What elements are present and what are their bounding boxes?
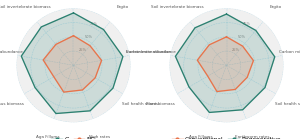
Polygon shape — [197, 37, 254, 92]
Polygon shape — [43, 36, 102, 92]
Polygon shape — [21, 13, 123, 114]
Legend: G, NG: G, NG — [49, 135, 98, 139]
Polygon shape — [176, 14, 275, 112]
Legend: Conventional, Regenerative: Conventional, Regenerative — [170, 135, 283, 139]
